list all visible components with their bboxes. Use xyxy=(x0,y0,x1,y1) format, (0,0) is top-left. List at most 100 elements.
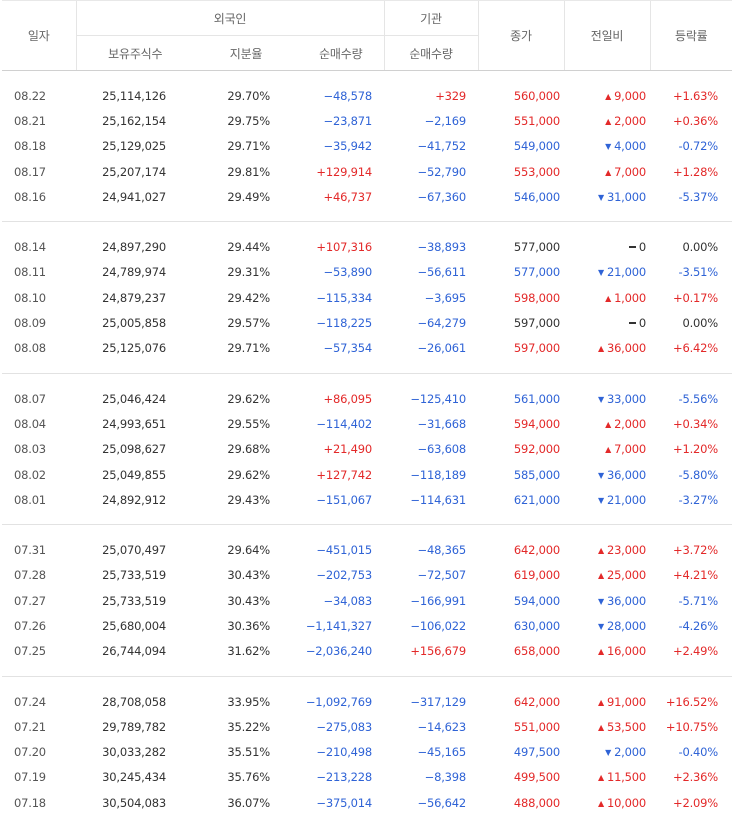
cell-rate: 0.00% xyxy=(650,310,732,335)
cell-ratio: 29.64% xyxy=(194,537,298,562)
cell-date: 08.04 xyxy=(2,411,76,436)
cell-holdings: 25,114,126 xyxy=(76,83,194,108)
cell-foreign-net: −57,354 xyxy=(298,336,384,361)
change-value: 7,000 xyxy=(614,442,646,456)
cell-holdings: 30,033,282 xyxy=(76,740,194,765)
cell-ratio: 35.51% xyxy=(194,740,298,765)
cell-inst-net: −64,279 xyxy=(384,310,478,335)
cell-foreign-net: −275,083 xyxy=(298,714,384,739)
cell-date: 07.20 xyxy=(2,740,76,765)
cell-holdings: 24,897,290 xyxy=(76,234,194,259)
cell-holdings: 24,879,237 xyxy=(76,285,194,310)
cell-inst-net: −45,165 xyxy=(384,740,478,765)
change-value: 36,000 xyxy=(607,341,646,355)
group-spacer xyxy=(2,71,732,84)
cell-date: 08.08 xyxy=(2,336,76,361)
flat-dash-icon xyxy=(629,322,636,324)
cell-foreign-net: −118,225 xyxy=(298,310,384,335)
cell-change: ▼21,000 xyxy=(564,487,650,512)
cell-close: 577,000 xyxy=(478,260,564,285)
down-arrow-icon: ▼ xyxy=(598,268,604,277)
cell-date: 07.27 xyxy=(2,588,76,613)
cell-close: 577,000 xyxy=(478,234,564,259)
cell-holdings: 26,744,094 xyxy=(76,639,194,664)
header-foreign: 외국인 xyxy=(76,1,384,36)
cell-change: ▲2,000 xyxy=(564,411,650,436)
cell-close: 549,000 xyxy=(478,134,564,159)
cell-foreign-net: −114,402 xyxy=(298,411,384,436)
cell-date: 08.11 xyxy=(2,260,76,285)
cell-date: 07.24 xyxy=(2,689,76,714)
cell-inst-net: −2,169 xyxy=(384,108,478,133)
cell-inst-net: −31,668 xyxy=(384,411,478,436)
cell-rate: +10.75% xyxy=(650,714,732,739)
cell-rate: +2.36% xyxy=(650,765,732,790)
change-value: 23,000 xyxy=(607,543,646,557)
cell-foreign-net: −35,942 xyxy=(298,134,384,159)
cell-date: 08.18 xyxy=(2,134,76,159)
cell-change: ▼4,000 xyxy=(564,134,650,159)
cell-rate: -3.51% xyxy=(650,260,732,285)
group-spacer xyxy=(2,361,732,374)
down-arrow-icon: ▼ xyxy=(605,142,611,151)
cell-inst-net: −317,129 xyxy=(384,689,478,714)
cell-foreign-net: −210,498 xyxy=(298,740,384,765)
cell-holdings: 24,789,974 xyxy=(76,260,194,285)
cell-foreign-net: +46,737 xyxy=(298,184,384,209)
cell-holdings: 25,129,025 xyxy=(76,134,194,159)
cell-close: 553,000 xyxy=(478,159,564,184)
cell-inst-net: +329 xyxy=(384,83,478,108)
cell-rate: +0.34% xyxy=(650,411,732,436)
cell-date: 08.03 xyxy=(2,437,76,462)
cell-ratio: 30.43% xyxy=(194,588,298,613)
cell-ratio: 29.31% xyxy=(194,260,298,285)
change-value: 11,500 xyxy=(607,770,646,784)
cell-date: 07.19 xyxy=(2,765,76,790)
cell-holdings: 25,046,424 xyxy=(76,386,194,411)
cell-foreign-net: +21,490 xyxy=(298,437,384,462)
cell-holdings: 24,941,027 xyxy=(76,184,194,209)
header-close: 종가 xyxy=(478,1,564,71)
cell-holdings: 30,245,434 xyxy=(76,765,194,790)
cell-inst-net: −41,752 xyxy=(384,134,478,159)
cell-ratio: 31.62% xyxy=(194,639,298,664)
up-arrow-icon: ▲ xyxy=(598,773,604,782)
group-spacer xyxy=(2,512,732,525)
change-value: 1,000 xyxy=(614,291,646,305)
cell-foreign-net: −115,334 xyxy=(298,285,384,310)
down-arrow-icon: ▼ xyxy=(605,748,611,757)
cell-foreign-net: +127,742 xyxy=(298,462,384,487)
group-spacer xyxy=(2,677,732,689)
cell-date: 08.14 xyxy=(2,234,76,259)
down-arrow-icon: ▼ xyxy=(598,597,604,606)
cell-foreign-net: −34,083 xyxy=(298,588,384,613)
header-institution: 기관 xyxy=(384,1,478,36)
cell-holdings: 25,049,855 xyxy=(76,462,194,487)
down-arrow-icon: ▼ xyxy=(598,471,604,480)
cell-ratio: 36.07% xyxy=(194,790,298,815)
cell-holdings: 29,789,782 xyxy=(76,714,194,739)
cell-rate: +6.42% xyxy=(650,336,732,361)
cell-change: ▲11,500 xyxy=(564,765,650,790)
cell-foreign-net: −53,890 xyxy=(298,260,384,285)
cell-inst-net: −3,695 xyxy=(384,285,478,310)
cell-inst-net: −8,398 xyxy=(384,765,478,790)
cell-rate: +2.49% xyxy=(650,639,732,664)
cell-rate: 0.00% xyxy=(650,234,732,259)
cell-rate: -0.72% xyxy=(650,134,732,159)
header-change: 전일비 xyxy=(564,1,650,71)
cell-ratio: 29.71% xyxy=(194,134,298,159)
cell-rate: -0.40% xyxy=(650,740,732,765)
cell-close: 561,000 xyxy=(478,386,564,411)
